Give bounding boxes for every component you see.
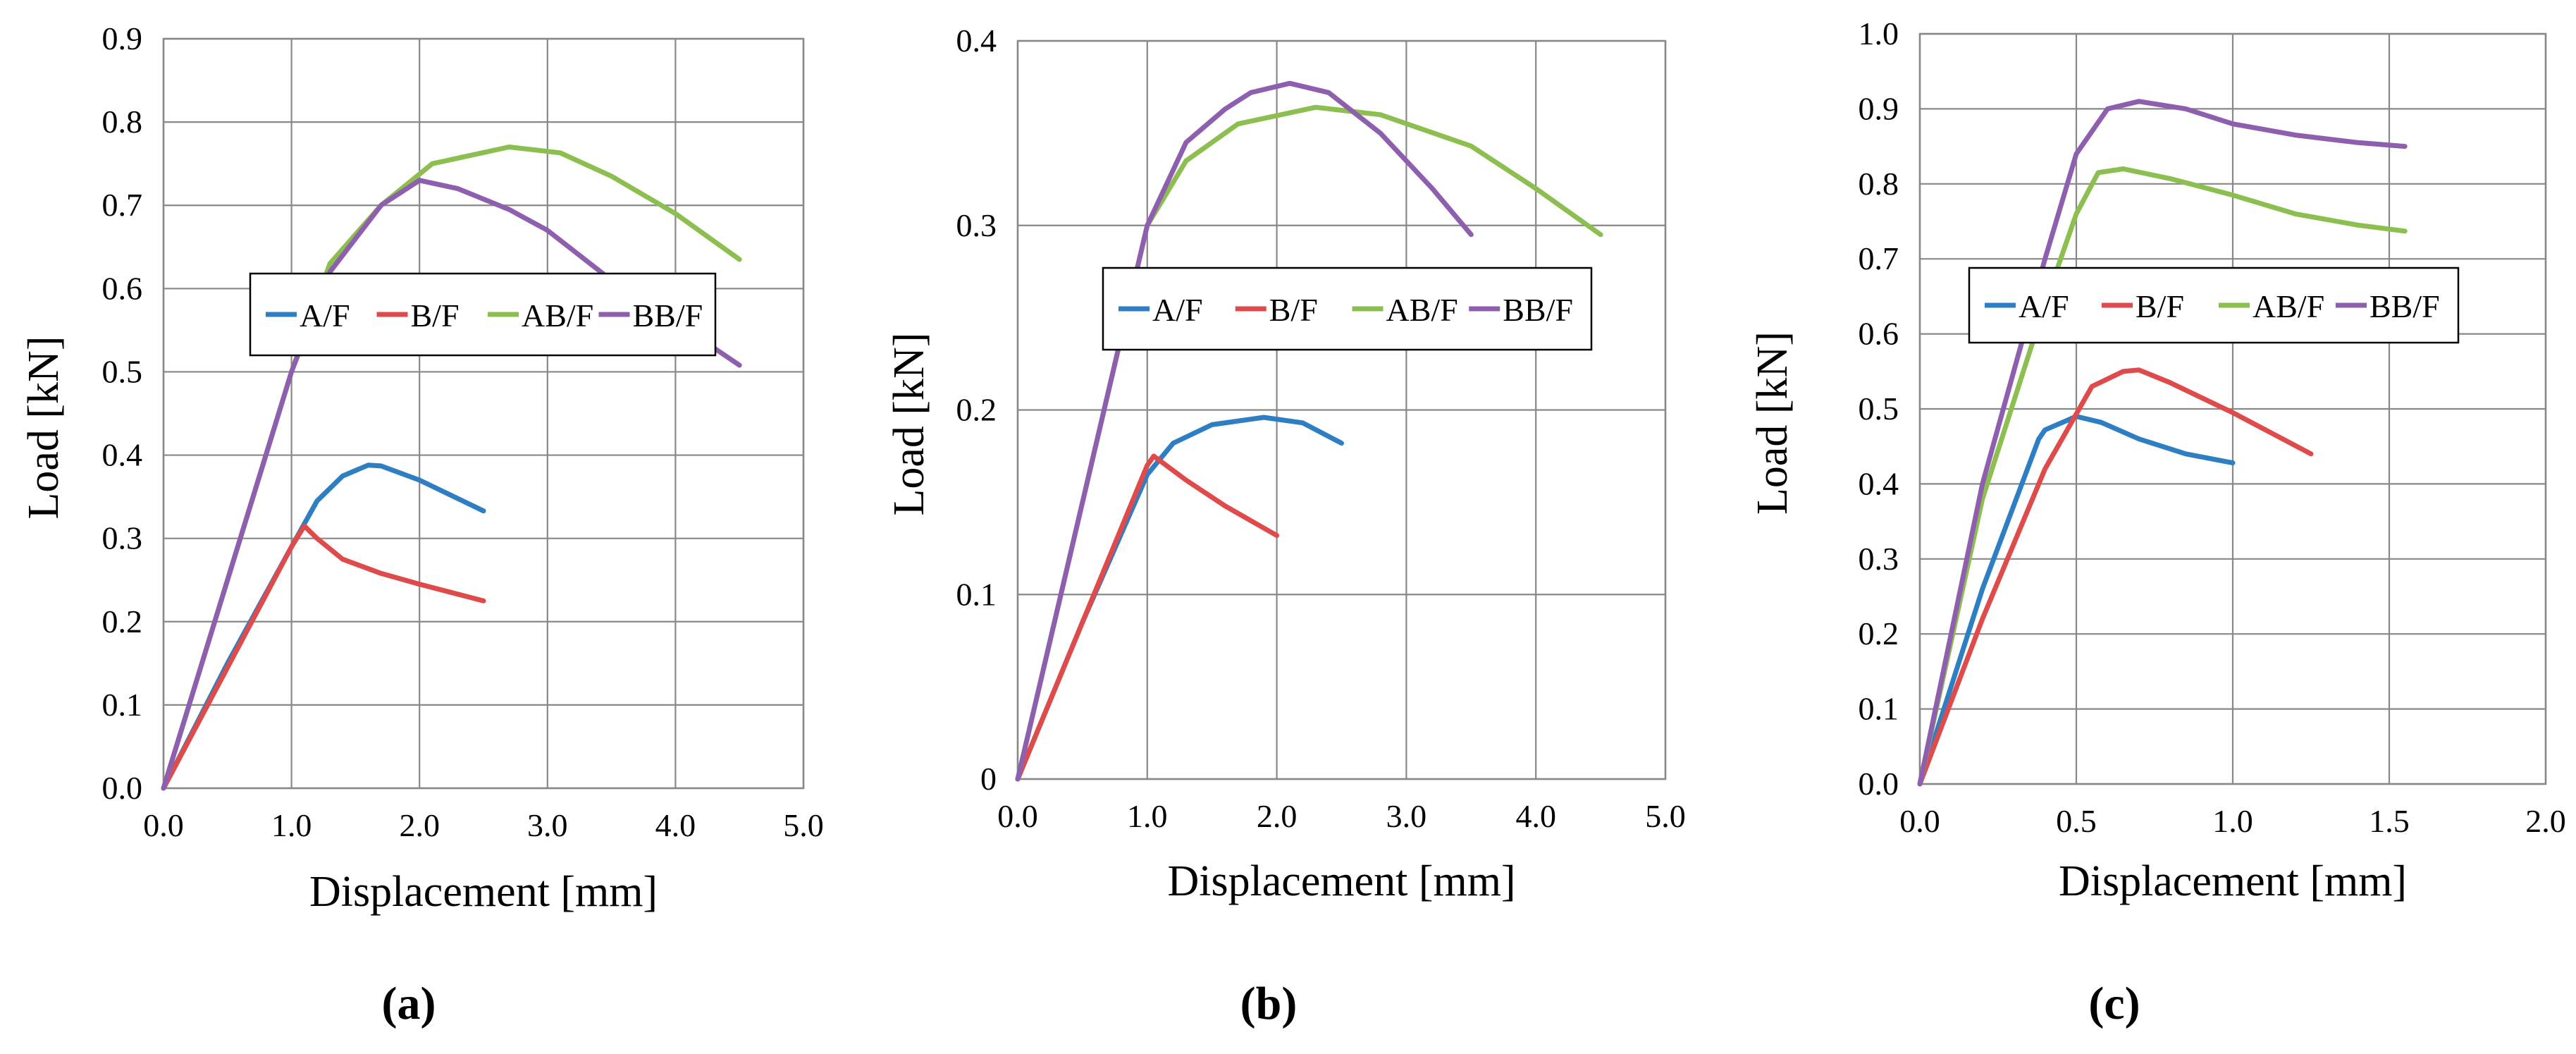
y-tick-label: 0.7 bbox=[1859, 240, 1899, 276]
x-axis-title: Displacement [mm] bbox=[2059, 857, 2407, 905]
x-tick-label: 0.0 bbox=[1899, 803, 1940, 839]
x-axis-title: Displacement [mm] bbox=[1167, 857, 1515, 905]
y-tick-label: 0.4 bbox=[956, 23, 997, 59]
y-tick-label: 0.1 bbox=[1859, 691, 1899, 727]
x-tick-label: 5.0 bbox=[783, 807, 824, 843]
legend-label: B/F bbox=[2136, 288, 2184, 324]
y-tick-label: 1.0 bbox=[1859, 16, 1899, 51]
y-tick-label: 0.0 bbox=[1859, 766, 1899, 802]
x-tick-label: 0.5 bbox=[2056, 803, 2097, 839]
y-tick-label: 0.9 bbox=[102, 20, 143, 56]
x-tick-label: 0.0 bbox=[143, 807, 184, 843]
y-tick-label: 0.3 bbox=[102, 520, 143, 556]
series-line-bb-f bbox=[1015, 80, 1474, 782]
plot-area-border bbox=[162, 37, 805, 790]
y-tick-label: 0.3 bbox=[956, 207, 997, 243]
y-tick-label: 0.1 bbox=[956, 576, 997, 612]
y-tick-label: 0 bbox=[980, 761, 997, 797]
y-axis-title: Load [kN] bbox=[20, 336, 68, 520]
legend-label: BB/F bbox=[1503, 292, 1573, 328]
y-axis-title: Load [kN] bbox=[1749, 331, 1797, 515]
y-axis-title: Load [kN] bbox=[885, 333, 933, 516]
y-tick-label: 0.8 bbox=[102, 104, 143, 140]
series-line-b-f bbox=[161, 523, 486, 791]
x-tick-label: 1.0 bbox=[1127, 798, 1168, 834]
y-tick-label: 0.3 bbox=[1859, 541, 1899, 577]
y-tick-label: 0.5 bbox=[102, 353, 143, 389]
y-tick-label: 0.6 bbox=[1859, 316, 1899, 352]
legend-label: AB/F bbox=[522, 298, 593, 333]
chart-panel-a: 0.0 1.0 2.0 3.0 4.0 5.0 0.0 0.1 0.2 0.3 0.4 0.5 0.6 0… bbox=[20, 20, 824, 1029]
y-tick-label: 0.4 bbox=[1859, 465, 1899, 501]
y-tick-label: 0.6 bbox=[102, 270, 143, 306]
x-tick-label: 1.0 bbox=[271, 807, 312, 843]
legend-label: B/F bbox=[1269, 292, 1318, 328]
panel-label: (a) bbox=[382, 978, 436, 1029]
y-tick-label: 0.8 bbox=[1859, 166, 1899, 202]
series-line-bb-f bbox=[161, 178, 742, 791]
panel-label: (b) bbox=[1240, 978, 1298, 1029]
series-line-bb-f bbox=[1917, 99, 2408, 787]
legend-label: AB/F bbox=[1386, 292, 1458, 328]
legend-box bbox=[1968, 266, 2460, 344]
x-tick-label: 0.0 bbox=[997, 798, 1038, 834]
panel-label: (c) bbox=[2088, 978, 2140, 1029]
legend-label: B/F bbox=[411, 298, 460, 333]
series-line-b-f bbox=[1917, 367, 2314, 787]
y-tick-label: 0.9 bbox=[1859, 90, 1899, 126]
series-line-ab-f bbox=[1015, 104, 1603, 782]
series-line-ab-f bbox=[1917, 166, 2408, 787]
x-tick-label: 3.0 bbox=[1386, 798, 1427, 834]
series-line-ab-f bbox=[161, 145, 742, 791]
plot-area-border bbox=[1016, 39, 1667, 780]
legend-label: BB/F bbox=[2369, 288, 2440, 324]
y-tick-label: 0.4 bbox=[102, 437, 143, 473]
y-tick-label: 0.0 bbox=[102, 770, 143, 806]
x-tick-label: 1.5 bbox=[2369, 803, 2410, 839]
y-tick-label: 0.5 bbox=[1859, 391, 1899, 427]
x-tick-label: 5.0 bbox=[1645, 798, 1686, 834]
legend-label: A/F bbox=[2019, 288, 2069, 324]
y-tick-label: 0.1 bbox=[102, 687, 143, 723]
legend-box bbox=[249, 272, 717, 357]
legend-label: A/F bbox=[300, 298, 350, 333]
x-tick-label: 2.0 bbox=[1257, 798, 1298, 834]
x-axis-title: Displacement [mm] bbox=[309, 868, 658, 916]
x-tick-label: 3.0 bbox=[527, 807, 568, 843]
x-tick-label: 2.0 bbox=[399, 807, 440, 843]
y-tick-label: 0.2 bbox=[1859, 615, 1899, 651]
y-tick-label: 0.7 bbox=[102, 187, 143, 223]
x-tick-label: 4.0 bbox=[1515, 798, 1556, 834]
legend-label: A/F bbox=[1152, 292, 1203, 328]
x-tick-label: 1.0 bbox=[2212, 803, 2253, 839]
x-tick-label: 2.0 bbox=[2525, 803, 2566, 839]
series-line-b-f bbox=[1015, 453, 1280, 782]
y-tick-label: 0.2 bbox=[102, 603, 143, 639]
legend-label: BB/F bbox=[633, 298, 703, 333]
y-tick-label: 0.2 bbox=[956, 392, 997, 428]
chart-panel-c: 0.0 0.5 1.0 1.5 2.0 0.0 0.1 0.2 0.3 0.4 0.5 0.6 0.7 0… bbox=[1749, 16, 2566, 1029]
series-line-a-f bbox=[1015, 415, 1344, 782]
legend-box bbox=[1102, 266, 1593, 351]
legend-label: AB/F bbox=[2253, 288, 2324, 324]
chart-panel-b: 0.0 1.0 2.0 3.0 4.0 5.0 0 0.1 0.2 0.3 0.4 Displacem… bbox=[885, 23, 1686, 1029]
plot-area-border bbox=[1918, 32, 2547, 785]
x-tick-label: 4.0 bbox=[655, 807, 696, 843]
